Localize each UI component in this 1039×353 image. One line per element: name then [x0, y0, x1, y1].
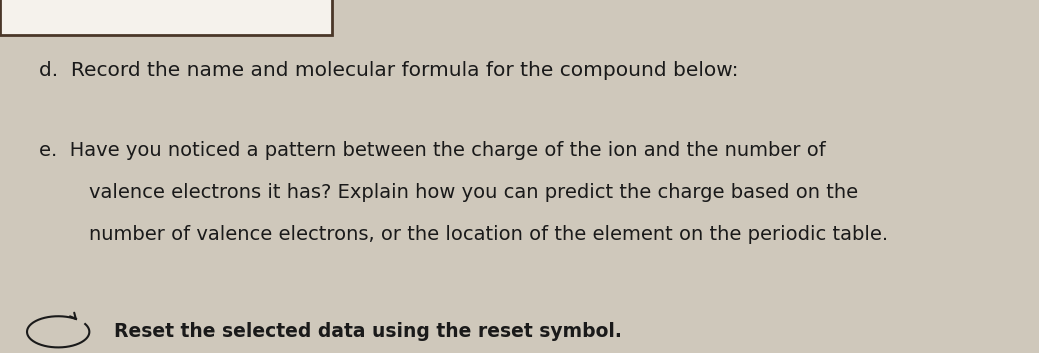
Text: valence electrons it has? Explain how you can predict the charge based on the: valence electrons it has? Explain how yo…	[39, 183, 858, 202]
Text: Reset the selected data using the reset symbol.: Reset the selected data using the reset …	[114, 322, 622, 341]
Text: number of valence electrons, or the location of the element on the periodic tabl: number of valence electrons, or the loca…	[39, 225, 888, 244]
FancyBboxPatch shape	[0, 0, 332, 35]
Text: e.  Have you noticed a pattern between the charge of the ion and the number of: e. Have you noticed a pattern between th…	[39, 140, 826, 160]
Text: d.  Record the name and molecular formula for the compound below:: d. Record the name and molecular formula…	[39, 61, 739, 80]
